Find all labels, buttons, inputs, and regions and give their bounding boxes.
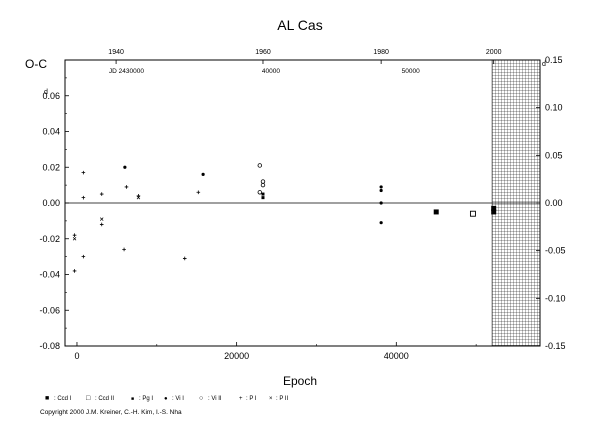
point-vi-i bbox=[201, 172, 205, 176]
point-pg-i bbox=[261, 196, 265, 200]
point-vi-i bbox=[379, 221, 383, 225]
legend-mark-ccd-i: ■ bbox=[45, 395, 49, 402]
point-vi-i bbox=[379, 188, 383, 193]
year-tick-label: 1980 bbox=[373, 49, 389, 56]
legend-mark-ccd-ii: □ bbox=[86, 395, 91, 402]
jd-offset-label: JD 2430000 bbox=[109, 68, 144, 75]
point-p-i bbox=[124, 185, 129, 189]
legend-mark-pg-i: ■ bbox=[131, 396, 134, 402]
point-p-i bbox=[72, 233, 77, 237]
point-p-i bbox=[196, 190, 201, 195]
data-points-layer bbox=[72, 163, 497, 273]
y-tick-label: 0.02 bbox=[42, 162, 60, 172]
point-p-i bbox=[122, 247, 126, 252]
point-p-i bbox=[81, 170, 86, 175]
x-tick-label: 0 bbox=[74, 351, 79, 361]
y-tick-label: -0.02 bbox=[39, 234, 60, 244]
point-vi-ii bbox=[257, 163, 262, 168]
point-vi-ii bbox=[260, 179, 266, 184]
legend-mark-vi-ii: ○ bbox=[199, 395, 203, 402]
copyright-text: Copyright 2000 J.M. Kreiner, C.-H. Kim, … bbox=[40, 409, 182, 416]
year-tick-label: 2000 bbox=[486, 49, 502, 56]
point-vi-ii bbox=[260, 182, 266, 188]
point-ccd-i bbox=[491, 209, 497, 215]
right-tick-label: 0.10 bbox=[545, 103, 563, 113]
point-vi-i bbox=[379, 201, 383, 205]
point-ccd-ii bbox=[469, 210, 476, 217]
point-pg-i bbox=[261, 192, 265, 196]
right-corner-unit: d bbox=[542, 61, 546, 68]
point-p-ii bbox=[72, 237, 77, 241]
x-axis-label: Epoch bbox=[283, 374, 317, 388]
point-p-i bbox=[81, 195, 86, 200]
x-tick-label: 40000 bbox=[384, 351, 409, 361]
legend-label-vi-ii: : Vi II bbox=[208, 396, 222, 402]
point-p-i bbox=[136, 194, 141, 198]
point-p-ii bbox=[99, 217, 104, 221]
y-axis-label: O-C bbox=[25, 57, 47, 71]
legend-label-p-i: : P I bbox=[246, 396, 257, 402]
x-tick-label: 20000 bbox=[224, 351, 249, 361]
point-p-ii bbox=[136, 195, 141, 200]
axes-layer: 0.06 0.04 0.02 0.00 -0.02 -0.04 -0.06 -0.08 0.15… bbox=[39, 49, 565, 361]
year-tick-label: 1960 bbox=[255, 49, 271, 56]
legend-label-ccd-ii: : Ccd II bbox=[95, 396, 114, 402]
jd-tick-label: 40000 bbox=[262, 68, 280, 75]
year-tick-label: 1940 bbox=[108, 49, 124, 56]
right-tick-label: -0.05 bbox=[545, 246, 566, 256]
point-p-i bbox=[99, 222, 104, 227]
y-tick-label: 0.04 bbox=[42, 127, 60, 137]
point-p-i bbox=[99, 192, 104, 196]
jd-tick-label: 50000 bbox=[402, 68, 420, 75]
legend-mark-p-i: + bbox=[239, 396, 243, 402]
point-vi-i bbox=[123, 165, 127, 169]
point-p-i bbox=[81, 254, 86, 259]
legend-label-p-ii: : P II bbox=[276, 396, 289, 402]
right-tick-label: 0.15 bbox=[545, 55, 563, 65]
y-tick-label: -0.06 bbox=[39, 305, 60, 315]
right-tick-label: 0.00 bbox=[545, 198, 563, 208]
point-ccd-i bbox=[491, 205, 497, 211]
point-vi-ii bbox=[257, 190, 262, 195]
right-tick-label: -0.15 bbox=[545, 341, 566, 351]
legend-mark-p-ii: × bbox=[269, 396, 273, 402]
y-tick-label: -0.04 bbox=[39, 270, 60, 280]
y-tick-label: 0.06 bbox=[42, 91, 60, 101]
point-p-i bbox=[182, 256, 187, 261]
legend-mark-vi-i: ● bbox=[164, 396, 168, 402]
point-ccd-i bbox=[433, 209, 439, 215]
legend-label-pg-i: : Pg I bbox=[139, 396, 153, 402]
legend: ■ : Ccd I □ : Ccd II ■ : Pg I ● : Vi I ○… bbox=[45, 395, 289, 402]
legend-label-ccd-i: : Ccd I bbox=[54, 396, 72, 402]
chart-title: AL Cas bbox=[277, 17, 322, 33]
y-tick-label: -0.08 bbox=[39, 341, 60, 351]
right-tick-label: 0.05 bbox=[545, 150, 563, 160]
right-tick-label: -0.10 bbox=[545, 293, 566, 303]
point-vi-i bbox=[379, 185, 383, 189]
left-corner-unit: d bbox=[44, 89, 48, 96]
y-tick-label: 0.00 bbox=[42, 198, 60, 208]
point-p-i bbox=[72, 269, 77, 273]
legend-label-vi-i: : Vi I bbox=[172, 396, 184, 402]
